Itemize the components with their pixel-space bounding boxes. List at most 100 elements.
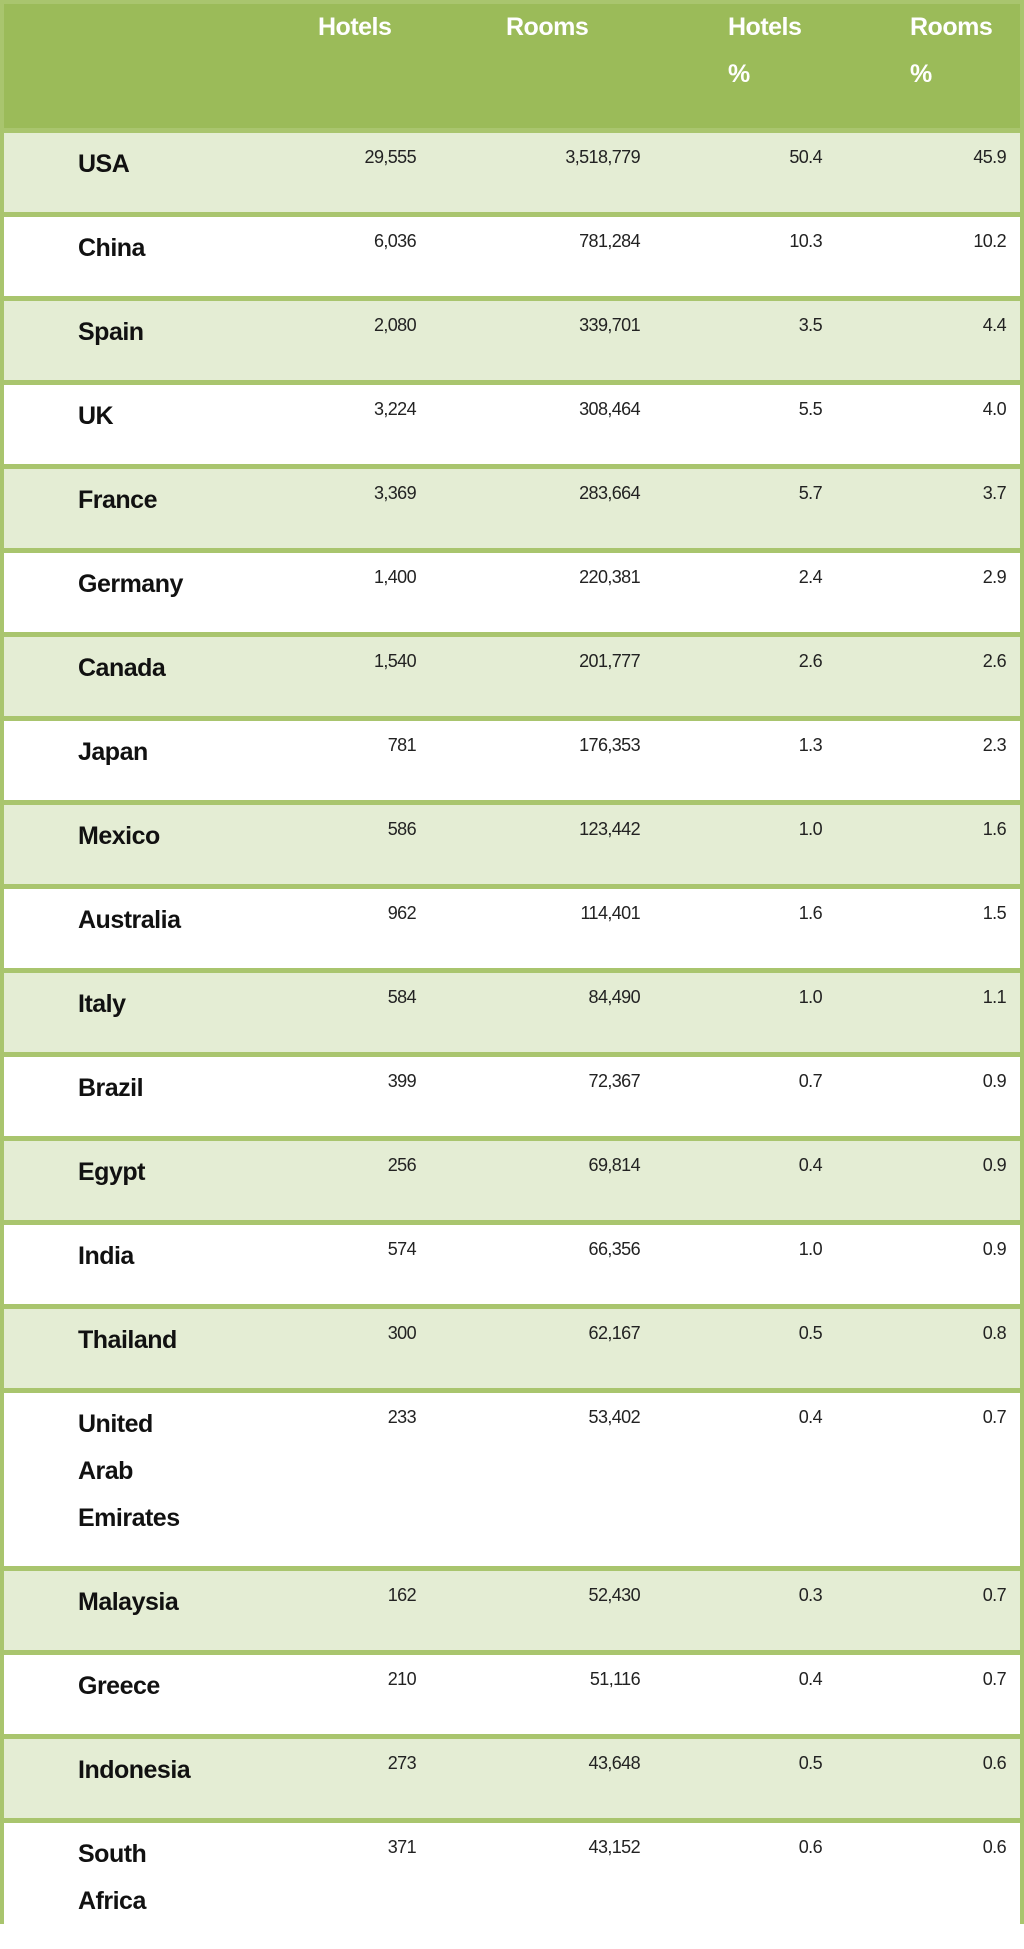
cell-hotels-pct: 0.5 bbox=[798, 1322, 823, 1343]
cell-rooms: 114,401 bbox=[580, 902, 640, 923]
cell-country: Japan bbox=[78, 737, 148, 766]
table-row: France 3,369 283,664 5.7 3.7 bbox=[4, 466, 1020, 550]
table-row: South Africa 371 43,152 0.6 0.6 bbox=[4, 1820, 1020, 1949]
table-row: United Arab Emirates 233 53,402 0.4 0.7 bbox=[4, 1390, 1020, 1568]
cell-country: Thailand bbox=[78, 1325, 177, 1354]
cell-rooms-pct: 4.4 bbox=[982, 314, 1007, 335]
table-row: Canada 1,540 201,777 2.6 2.6 bbox=[4, 634, 1020, 718]
table-row: Thailand 300 62,167 0.5 0.8 bbox=[4, 1306, 1020, 1390]
cell-rooms: 176,353 bbox=[579, 734, 640, 755]
cell-rooms-pct: 2.6 bbox=[982, 650, 1007, 671]
cell-rooms: 339,701 bbox=[579, 314, 640, 335]
cell-hotels-pct: 1.0 bbox=[798, 818, 823, 839]
cell-rooms: 52,430 bbox=[588, 1584, 641, 1605]
cell-hotels-pct: 50.4 bbox=[789, 146, 822, 167]
cell-rooms-pct: 0.8 bbox=[982, 1322, 1007, 1343]
cell-country: France bbox=[78, 485, 157, 514]
cell-rooms-pct: 1.6 bbox=[982, 818, 1007, 839]
cell-rooms-pct: 0.7 bbox=[982, 1668, 1007, 1689]
table-row: Japan 781 176,353 1.3 2.3 bbox=[4, 718, 1020, 802]
cell-hotels: 584 bbox=[387, 986, 417, 1007]
cell-hotels-pct: 1.3 bbox=[798, 734, 823, 755]
cell-country: Spain bbox=[78, 317, 144, 346]
cell-country: Mexico bbox=[78, 821, 160, 850]
cell-country: China bbox=[78, 233, 145, 262]
cell-rooms: 781,284 bbox=[579, 230, 640, 251]
table-row: Malaysia 162 52,430 0.3 0.7 bbox=[4, 1568, 1020, 1652]
table-row: India 574 66,356 1.0 0.9 bbox=[4, 1222, 1020, 1306]
cell-rooms: 51,116 bbox=[589, 1668, 641, 1689]
cell-hotels-pct: 0.5 bbox=[798, 1752, 823, 1773]
cell-hotels: 586 bbox=[387, 818, 417, 839]
cell-hotels-pct: 5.5 bbox=[798, 398, 823, 419]
cell-rooms-pct: 1.5 bbox=[982, 902, 1007, 923]
cell-hotels: 6,036 bbox=[373, 230, 417, 251]
cell-hotels-pct: 10.3 bbox=[789, 230, 822, 251]
cell-country: Malaysia bbox=[78, 1587, 179, 1616]
table-row: Indonesia 273 43,648 0.5 0.6 bbox=[4, 1736, 1020, 1820]
cell-country: Germany bbox=[78, 569, 183, 598]
data-table: Hotels Rooms Hotels % Rooms % USA 29,555 3… bbox=[4, 4, 1020, 1949]
table-row: China 6,036 781,284 10.3 10.2 bbox=[4, 214, 1020, 298]
cell-rooms-pct: 45.9 bbox=[973, 146, 1006, 167]
header-country bbox=[4, 4, 304, 130]
table-row: Germany 1,400 220,381 2.4 2.9 bbox=[4, 550, 1020, 634]
cell-hotels: 256 bbox=[387, 1154, 417, 1175]
cell-hotels-pct: 1.0 bbox=[798, 1238, 823, 1259]
cell-hotels-pct: 0.4 bbox=[798, 1154, 823, 1175]
cell-hotels-pct: 0.6 bbox=[798, 1836, 823, 1857]
cell-rooms: 72,367 bbox=[588, 1070, 641, 1091]
header-rooms-pct-label: Rooms % bbox=[910, 13, 993, 88]
cell-hotels: 3,224 bbox=[373, 398, 417, 419]
cell-hotels-pct: 3.5 bbox=[798, 314, 823, 335]
cell-hotels: 574 bbox=[387, 1238, 417, 1259]
cell-country: Italy bbox=[78, 989, 126, 1018]
cell-rooms-pct: 1.1 bbox=[982, 986, 1007, 1007]
cell-hotels-pct: 2.4 bbox=[798, 566, 823, 587]
cell-rooms: 3,518,779 bbox=[565, 146, 640, 167]
cell-rooms-pct: 0.6 bbox=[982, 1836, 1007, 1857]
cell-rooms: 308,464 bbox=[579, 398, 640, 419]
cell-hotels-pct: 2.6 bbox=[798, 650, 823, 671]
cell-rooms: 53,402 bbox=[588, 1406, 641, 1427]
cell-hotels-pct: 1.0 bbox=[798, 986, 823, 1007]
cell-country: Indonesia bbox=[78, 1755, 191, 1784]
cell-country: UK bbox=[78, 401, 114, 430]
cell-hotels: 399 bbox=[387, 1070, 417, 1091]
cell-country: United Arab Emirates bbox=[78, 1409, 180, 1532]
header-hotels-pct-label: Hotels % bbox=[728, 13, 802, 88]
cell-hotels: 233 bbox=[387, 1406, 417, 1427]
cell-hotels: 781 bbox=[387, 734, 417, 755]
header-rooms: Rooms bbox=[506, 13, 589, 41]
cell-country: Canada bbox=[78, 653, 166, 682]
cell-hotels: 210 bbox=[387, 1668, 417, 1689]
cell-hotels: 300 bbox=[387, 1322, 417, 1343]
cell-country: Greece bbox=[78, 1671, 160, 1700]
cell-hotels: 273 bbox=[387, 1752, 417, 1773]
cell-rooms-pct: 2.3 bbox=[982, 734, 1007, 755]
header-row: Hotels Rooms Hotels % Rooms % bbox=[4, 4, 1020, 130]
cell-hotels-pct: 0.4 bbox=[798, 1668, 823, 1689]
cell-rooms: 43,648 bbox=[588, 1752, 641, 1773]
table-row: USA 29,555 3,518,779 50.4 45.9 bbox=[4, 130, 1020, 214]
cell-rooms: 220,381 bbox=[579, 566, 640, 587]
cell-rooms-pct: 0.6 bbox=[982, 1752, 1007, 1773]
cell-hotels: 3,369 bbox=[373, 482, 417, 503]
cell-rooms: 123,442 bbox=[579, 818, 640, 839]
cell-country: South Africa bbox=[78, 1839, 147, 1915]
cell-hotels: 162 bbox=[387, 1584, 417, 1605]
cell-hotels: 1,400 bbox=[373, 566, 417, 587]
header-hotels: Hotels bbox=[318, 13, 392, 41]
cell-rooms-pct: 0.9 bbox=[982, 1238, 1007, 1259]
cell-hotels-pct: 0.4 bbox=[798, 1406, 823, 1427]
cell-rooms-pct: 4.0 bbox=[982, 398, 1007, 419]
cell-rooms: 84,490 bbox=[588, 986, 641, 1007]
cell-rooms-pct: 0.7 bbox=[982, 1584, 1007, 1605]
cell-country: Egypt bbox=[78, 1157, 145, 1186]
table-row: Mexico 586 123,442 1.0 1.6 bbox=[4, 802, 1020, 886]
cell-hotels-pct: 0.3 bbox=[798, 1584, 823, 1605]
cell-hotels: 2,080 bbox=[373, 314, 417, 335]
cell-rooms-pct: 3.7 bbox=[982, 482, 1007, 503]
cell-rooms-pct: 0.7 bbox=[982, 1406, 1007, 1427]
cell-country: Brazil bbox=[78, 1073, 144, 1102]
